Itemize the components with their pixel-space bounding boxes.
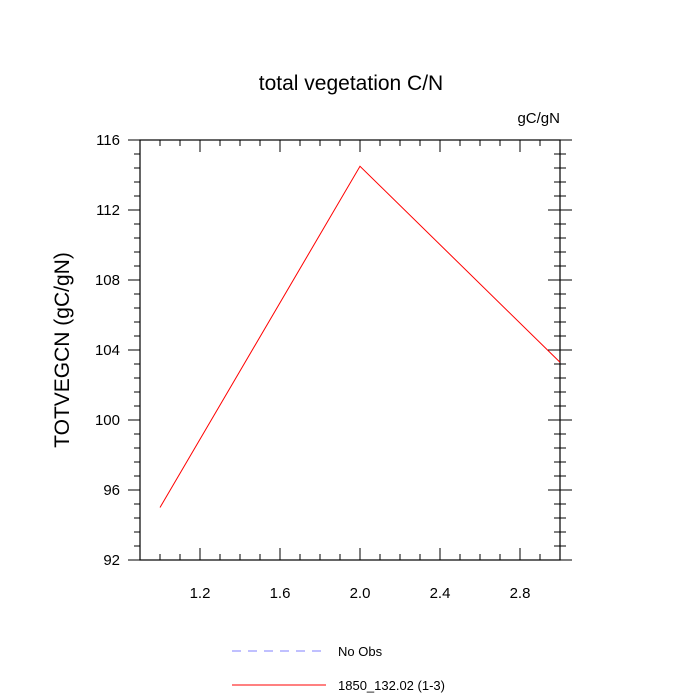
y-tick-label: 108 (95, 272, 120, 289)
x-tick-label: 2.8 (510, 585, 531, 602)
plot-frame (139, 139, 561, 561)
legend-label-no-obs: No Obs (338, 644, 383, 659)
legend-label-1850: 1850_132.02 (1-3) (338, 678, 445, 693)
y-tick-label: 112 (96, 202, 120, 219)
chart-title: total vegetation C/N (259, 72, 443, 95)
y-tick-label: 92 (103, 552, 120, 569)
units-label: gC/gN (517, 110, 560, 127)
x-tick-label: 1.6 (270, 585, 291, 602)
x-tick-label: 2.0 (350, 585, 371, 602)
axis-ticks (128, 139, 572, 561)
y-axis-label: TOTVEGCN (gC/gN) (51, 252, 74, 448)
y-tick-label: 96 (103, 482, 120, 499)
x-tick-label: 2.4 (430, 585, 451, 602)
y-tick-label: 116 (96, 132, 120, 149)
series-line (159, 165, 561, 508)
axis-tick-labels: 1.2 1.6 2.0 2.4 2.8 92 96 100 104 108 112 116 (95, 132, 530, 602)
series-layer (159, 165, 561, 508)
legend: No Obs 1850_132.02 (1-3) (232, 644, 445, 693)
x-tick-label: 1.2 (190, 585, 211, 602)
y-tick-label: 100 (95, 412, 120, 429)
y-tick-label: 104 (95, 342, 120, 359)
